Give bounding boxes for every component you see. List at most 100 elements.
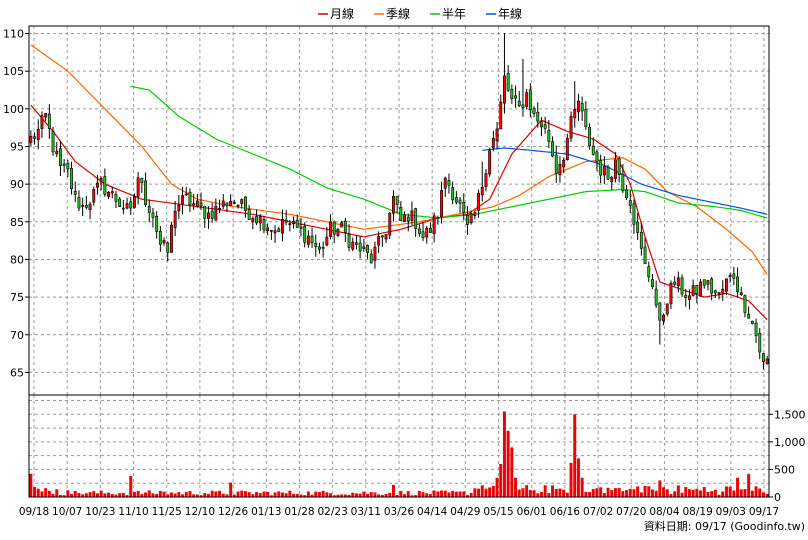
volume-bar: [147, 490, 151, 497]
price-tick-label: 85: [10, 216, 24, 229]
candle-down: [155, 215, 159, 232]
candle-down: [255, 216, 258, 224]
candle-up: [503, 75, 506, 104]
candle-up: [177, 204, 181, 212]
candle-up: [110, 191, 114, 194]
candle-down: [103, 176, 107, 195]
candle-down: [421, 231, 425, 238]
volume-panel-border: [28, 394, 770, 498]
date-label: 06/16: [550, 506, 581, 518]
candle-up: [403, 214, 406, 222]
candle-up: [88, 203, 92, 210]
volume-bar: [229, 482, 233, 497]
candle-down: [166, 242, 170, 253]
candle-up: [610, 176, 614, 183]
volume-bar: [107, 492, 111, 497]
date-axis: 09/18 10/07 10/23 11/10 11/25 12/10 12/26 01/13…: [19, 506, 779, 518]
candle-down: [584, 109, 588, 127]
volume-bar: [295, 493, 299, 497]
volume-bar: [447, 492, 451, 497]
volume-bar: [121, 493, 125, 497]
candle-down: [343, 220, 347, 233]
volume-bar: [687, 489, 691, 497]
data-date-footer: 資料日期: 09/17 (Goodinfo.tw): [644, 519, 805, 533]
volume-bar: [543, 485, 547, 497]
price-tick-label: 65: [10, 366, 24, 379]
volume-bar: [155, 493, 159, 497]
price-tick-label: 75: [10, 291, 24, 304]
candle-up: [351, 241, 355, 250]
candle-up: [92, 189, 96, 203]
candle-up: [292, 220, 295, 225]
price-tick-label: 100: [3, 103, 24, 116]
candle-up: [425, 227, 429, 238]
date-label: 02/23: [318, 506, 348, 518]
volume-bar: [599, 487, 603, 497]
date-label: 08/19: [683, 506, 713, 518]
volume-bar: [710, 491, 714, 497]
price-tick-label: 90: [10, 178, 24, 191]
candle-down: [617, 158, 621, 175]
candle-up: [258, 216, 262, 224]
date-label: 05/15: [483, 506, 513, 518]
volume-bar: [673, 491, 677, 497]
candle-down: [321, 246, 325, 249]
candle-up: [480, 187, 484, 196]
candle-down: [232, 202, 236, 204]
candle-down: [654, 288, 658, 306]
volume-bar: [366, 493, 370, 497]
candle-down: [651, 279, 654, 288]
candle-up: [288, 223, 292, 225]
volume-bar: [351, 492, 355, 497]
volume-bar: [110, 493, 114, 497]
date-label: 11/25: [152, 506, 182, 518]
candle-down: [347, 233, 351, 248]
candle-down: [399, 207, 403, 221]
date-label: 07/02: [583, 506, 613, 518]
volume-bar: [588, 492, 592, 497]
volume-bar: [647, 486, 651, 497]
volume-bar: [595, 488, 599, 497]
candle-down: [366, 245, 369, 253]
volume-bar: [558, 488, 562, 497]
candle-down: [70, 167, 73, 190]
candle-down: [355, 242, 358, 245]
candle-down: [84, 204, 88, 208]
candle-down: [77, 196, 81, 209]
candle-up: [55, 151, 59, 155]
volume-bar: [125, 495, 129, 497]
candle-down: [702, 279, 706, 286]
volume-tick-label: 1,500: [774, 408, 806, 421]
candle-down: [639, 231, 643, 249]
candle-down: [203, 205, 207, 219]
volume-bar: [314, 491, 318, 497]
volume-tick-label: 500: [774, 463, 795, 476]
volume-bar: [680, 492, 684, 497]
volume-bar: [469, 492, 473, 497]
volume-bar: [195, 494, 199, 497]
candle-up: [184, 193, 188, 196]
volume-bar: [210, 490, 214, 497]
volume-bar: [136, 490, 140, 497]
ma-line-2: [130, 85, 768, 219]
candle-up: [488, 150, 492, 175]
volume-bar: [684, 486, 688, 497]
candle-up: [410, 210, 414, 221]
candle-down: [277, 228, 281, 232]
volume-bar: [569, 462, 573, 497]
ma-line-3: [482, 147, 768, 215]
volume-bar: [158, 490, 162, 497]
candle-down: [147, 206, 151, 213]
candle-down: [680, 277, 684, 295]
volume-bar: [169, 492, 173, 497]
price-tick-label: 105: [3, 65, 24, 78]
volume-bar: [225, 494, 229, 497]
date-label: 01/28: [284, 506, 314, 518]
volume-bar: [44, 488, 48, 497]
volume-bar: [736, 477, 740, 497]
candle-up: [691, 285, 695, 296]
volume-bar: [639, 492, 643, 497]
candle-up: [739, 292, 743, 295]
volume-bar: [88, 492, 92, 497]
